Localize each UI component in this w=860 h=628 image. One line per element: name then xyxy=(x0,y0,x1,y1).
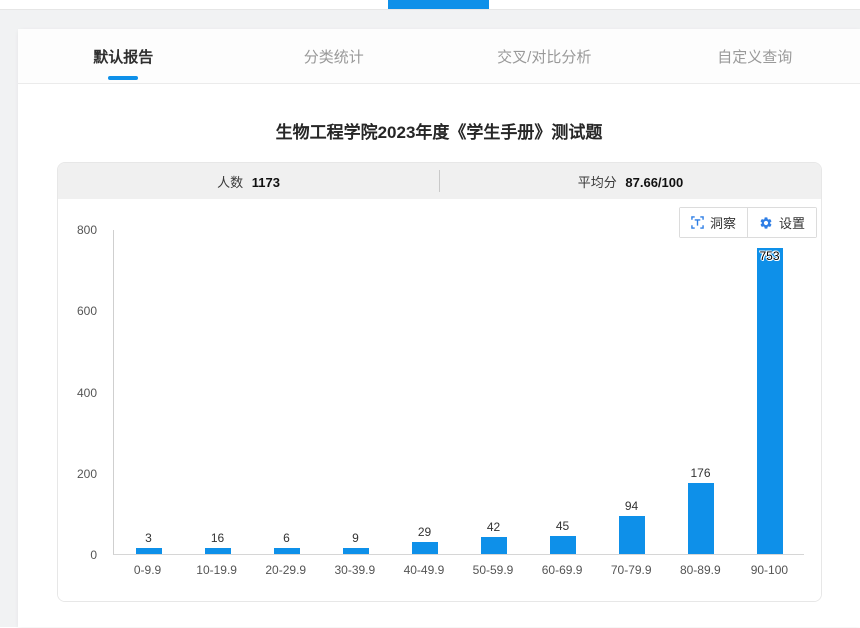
tab-category-stats[interactable]: 分类统计 xyxy=(229,29,440,83)
chart-toolbar: 洞察 设置 xyxy=(678,207,817,238)
y-axis-tick-label: 400 xyxy=(76,385,97,400)
tab-label: 交叉/对比分析 xyxy=(497,48,592,66)
bar-value-label: 753 xyxy=(759,249,780,264)
y-axis-tick-label: 600 xyxy=(76,304,97,319)
bar[interactable]: 753 xyxy=(756,248,783,554)
bar[interactable] xyxy=(411,542,438,554)
report-tabbar: 默认报告 分类统计 交叉/对比分析 自定义查询 xyxy=(18,29,860,84)
bar-value-label: 176 xyxy=(690,465,711,480)
tab-label: 默认报告 xyxy=(93,48,154,66)
active-tab-underline xyxy=(108,76,139,80)
bar-value-label: 29 xyxy=(417,525,432,540)
y-axis: 0 200 400 600 800 xyxy=(58,223,105,562)
bar[interactable] xyxy=(204,547,231,554)
bar-column: 42 xyxy=(459,230,528,554)
x-axis-category-label: 0-9.9 xyxy=(133,563,162,577)
stats-divider xyxy=(439,170,440,192)
bar-column: 29 xyxy=(390,230,459,554)
bar[interactable] xyxy=(549,535,576,554)
page-background: 默认报告 分类统计 交叉/对比分析 自定义查询 生物工程学院2023年度《学生手… xyxy=(0,10,860,627)
bar-value-label: 42 xyxy=(486,519,501,534)
gear-icon xyxy=(760,216,772,229)
bar[interactable] xyxy=(480,536,507,554)
chart-panel: 人数 1173 平均分 87.66/100 xyxy=(57,162,822,602)
bar-column: 16 xyxy=(183,230,252,554)
tab-custom-query[interactable]: 自定义查询 xyxy=(650,29,860,83)
x-axis-category-label: 40-49.9 xyxy=(403,563,445,577)
settings-button-label: 设置 xyxy=(778,216,805,231)
tab-label: 自定义查询 xyxy=(717,48,793,66)
bar-value-label: 45 xyxy=(555,518,570,533)
tab-default-report[interactable]: 默认报告 xyxy=(18,29,229,83)
tab-label: 分类统计 xyxy=(303,48,364,66)
bar[interactable] xyxy=(273,548,300,554)
x-axis-category-label: 60-69.9 xyxy=(541,563,583,577)
insight-button-label: 洞察 xyxy=(709,216,736,231)
bar-value-label: 16 xyxy=(210,530,225,545)
bar-column: 9 xyxy=(321,230,390,554)
bar-value-label: 94 xyxy=(624,498,639,513)
stat-label: 人数 xyxy=(217,174,244,190)
report-title: 生物工程学院2023年度《学生手册》测试题 xyxy=(275,123,603,142)
x-axis-category-label: 80-89.9 xyxy=(679,563,721,577)
bar[interactable] xyxy=(687,482,714,554)
insight-button[interactable]: 洞察 xyxy=(679,208,747,237)
text-insight-icon xyxy=(691,216,704,229)
stat-label: 平均分 xyxy=(577,174,617,190)
report-card: 默认报告 分类统计 交叉/对比分析 自定义查询 生物工程学院2023年度《学生手… xyxy=(18,29,860,627)
bar-column: 45 xyxy=(528,230,597,554)
x-axis-category-label: 90-100 xyxy=(750,563,789,577)
bar[interactable] xyxy=(342,548,369,554)
bar-value-label: 6 xyxy=(283,531,290,545)
parent-tab-strip xyxy=(0,0,860,10)
y-axis-tick-label: 200 xyxy=(76,466,97,481)
bar-column: 753 xyxy=(735,230,804,554)
bar-value-label: 9 xyxy=(352,531,359,545)
y-axis-tick-label: 0 xyxy=(90,548,97,562)
score-distribution-chart: 洞察 设置 0 200 400 600 800 3 16 6 9 29 42 45 94 176 753 … xyxy=(58,199,821,601)
x-axis-category-label: 30-39.9 xyxy=(334,563,376,577)
bar-column: 176 xyxy=(666,230,735,554)
summary-stats-bar: 人数 1173 平均分 87.66/100 xyxy=(58,163,821,199)
bar-column: 94 xyxy=(597,230,666,554)
bar[interactable] xyxy=(135,548,162,554)
tab-cross-compare-analysis[interactable]: 交叉/对比分析 xyxy=(439,29,650,83)
x-axis-category-label: 70-79.9 xyxy=(610,563,652,577)
x-axis-category-label: 50-59.9 xyxy=(472,563,514,577)
bar-column: 3 xyxy=(114,230,183,554)
settings-button[interactable]: 设置 xyxy=(746,208,816,237)
respondent-count-stat: 人数 1173 xyxy=(58,172,439,191)
x-axis-labels: 0-9.9 10-19.9 20-29.9 30-39.9 40-49.9 50-59.9… xyxy=(113,563,804,577)
bar-column: 6 xyxy=(252,230,321,554)
x-axis-category-label: 10-19.9 xyxy=(196,563,237,577)
parent-active-tab-indicator xyxy=(388,0,489,9)
x-axis-category-label: 20-29.9 xyxy=(265,563,307,577)
bar-value-label: 3 xyxy=(145,531,152,545)
y-axis-tick-label: 800 xyxy=(76,223,97,237)
stat-value: 1173 xyxy=(251,174,280,190)
stat-value: 87.66/100 xyxy=(625,174,684,190)
average-score-stat: 平均分 87.66/100 xyxy=(440,172,821,191)
plot-area: 3 16 6 9 29 42 45 94 176 753 xyxy=(113,230,804,555)
bar[interactable] xyxy=(618,515,645,554)
